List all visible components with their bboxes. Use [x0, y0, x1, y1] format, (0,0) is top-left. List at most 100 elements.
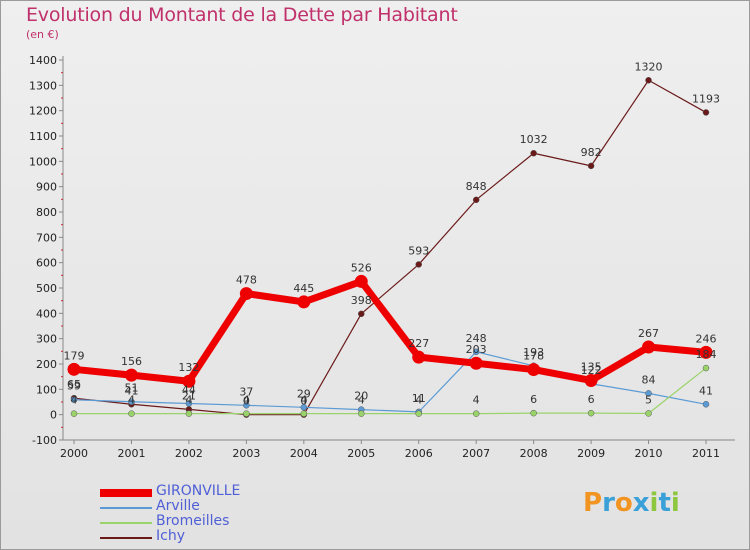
- legend-swatch: [100, 507, 152, 509]
- data-label-arville: 20: [354, 390, 368, 403]
- data-label-arville: 37: [239, 385, 253, 398]
- series-line-gironville: [73, 277, 707, 385]
- data-label-ichy: 0: [300, 395, 307, 408]
- data-point-arville: [300, 404, 308, 411]
- data-label-bromeilles: 184: [696, 348, 717, 361]
- data-label-gironville: 132: [178, 361, 199, 374]
- data-label-gironville: 156: [121, 355, 142, 368]
- y-tick-label: 500: [36, 282, 57, 295]
- data-label-arville: 41: [699, 384, 713, 397]
- data-point-bromeilles: [415, 410, 422, 417]
- data-label-bromeilles: 6: [530, 393, 537, 406]
- legend-swatch: [100, 489, 152, 497]
- data-point-ichy: [530, 149, 537, 157]
- x-tick-label: 2010: [635, 447, 663, 460]
- data-label-ichy: 41: [124, 384, 138, 397]
- data-point-bromeilles: [645, 410, 652, 417]
- y-tick-label: 1400: [29, 54, 57, 67]
- data-point-bromeilles: [472, 410, 480, 417]
- chart-title: Evolution du Montant de la Dette par Hab…: [26, 4, 458, 26]
- data-label-arville: 11: [412, 392, 426, 405]
- data-label-bromeilles: 6: [588, 393, 595, 406]
- logo-letter: x: [632, 488, 650, 518]
- data-label-bromeilles: 4: [71, 394, 78, 407]
- data-label-gironville: 267: [638, 327, 659, 340]
- data-point-gironville: [412, 350, 426, 364]
- legend-label: GIRONVILLE: [156, 483, 241, 499]
- data-label-arville: 122: [581, 364, 602, 377]
- x-tick-label: 2000: [60, 447, 88, 460]
- data-label-arville: 248: [466, 332, 487, 345]
- data-point-gironville: [354, 274, 368, 288]
- data-label-arville: 51: [124, 382, 138, 395]
- data-label-ichy: 848: [466, 180, 487, 193]
- proxiti-logo: Proxiti: [583, 488, 680, 518]
- logo-letter: i: [649, 488, 659, 518]
- data-label-gironville: 445: [293, 282, 314, 295]
- y-tick-label: 900: [36, 181, 57, 194]
- data-point-gironville: [67, 362, 81, 376]
- data-point-gironville: [182, 374, 196, 388]
- data-point-arville: [472, 348, 480, 356]
- data-point-bromeilles: [185, 410, 193, 417]
- data-point-gironville: [527, 363, 541, 377]
- y-tick-label: 700: [36, 231, 57, 244]
- data-point-bromeilles: [530, 409, 537, 417]
- data-point-bromeilles: [128, 410, 135, 417]
- chart-subtitle: (en €): [26, 28, 59, 41]
- logo-letter: P: [583, 488, 603, 518]
- series-line-bromeilles: [74, 367, 707, 415]
- data-label-ichy: 1193: [692, 92, 720, 105]
- data-point-bromeilles: [243, 410, 250, 417]
- data-label-gironville: 178: [523, 350, 544, 363]
- data-label-bromeilles: 4: [300, 394, 307, 407]
- data-label-ichy: 982: [581, 146, 602, 159]
- data-label-gironville: 478: [236, 274, 257, 287]
- data-point-ichy: [472, 196, 480, 204]
- data-label-ichy: 1320: [635, 60, 663, 73]
- data-label-bromeilles: 4: [128, 394, 135, 407]
- data-point-arville: [243, 402, 250, 409]
- data-label-bromeilles: 4: [185, 394, 192, 407]
- x-tick-label: 2004: [290, 447, 318, 460]
- data-point-bromeilles: [702, 364, 710, 372]
- data-point-gironville: [584, 373, 598, 387]
- data-point-gironville: [239, 287, 253, 301]
- y-tick-label: 1200: [29, 105, 57, 118]
- logo-letter: i: [670, 488, 680, 518]
- data-label-gironville: 135: [581, 360, 602, 373]
- series-line-arville: [73, 351, 707, 413]
- data-point-gironville: [469, 356, 483, 370]
- data-point-gironville: [699, 345, 713, 359]
- data-label-gironville: 227: [408, 337, 429, 350]
- data-point-arville: [70, 396, 78, 403]
- data-label-bromeilles: 4: [415, 394, 422, 407]
- data-point-gironville: [642, 340, 656, 354]
- data-point-bromeilles: [70, 410, 78, 417]
- x-tick-label: 2007: [462, 447, 490, 460]
- data-label-arville: 29: [297, 387, 311, 400]
- data-label-gironville: 203: [466, 343, 487, 356]
- data-label-gironville: 179: [64, 349, 85, 362]
- data-label-arville: 193: [523, 346, 544, 359]
- data-label-arville: 59: [67, 380, 81, 393]
- y-tick-label: 100: [36, 383, 57, 396]
- logo-letter: o: [614, 488, 633, 518]
- data-point-bromeilles: [358, 410, 365, 417]
- data-label-gironville: 246: [696, 332, 717, 345]
- y-tick-label: 300: [36, 333, 57, 346]
- data-label-bromeilles: 5: [645, 393, 652, 406]
- logo-letter: t: [658, 488, 671, 518]
- data-point-ichy: [645, 77, 652, 84]
- legend-swatch: [100, 537, 152, 539]
- data-label-ichy: 593: [408, 244, 429, 257]
- legend-label: Arville: [156, 498, 200, 514]
- data-label-arville: 84: [642, 373, 656, 386]
- y-tick-label: 400: [36, 307, 57, 320]
- data-label-gironville: 526: [351, 261, 372, 274]
- series-line-ichy: [73, 79, 707, 416]
- data-point-bromeilles: [300, 410, 308, 417]
- data-point-ichy: [358, 310, 365, 318]
- data-point-ichy: [415, 261, 422, 268]
